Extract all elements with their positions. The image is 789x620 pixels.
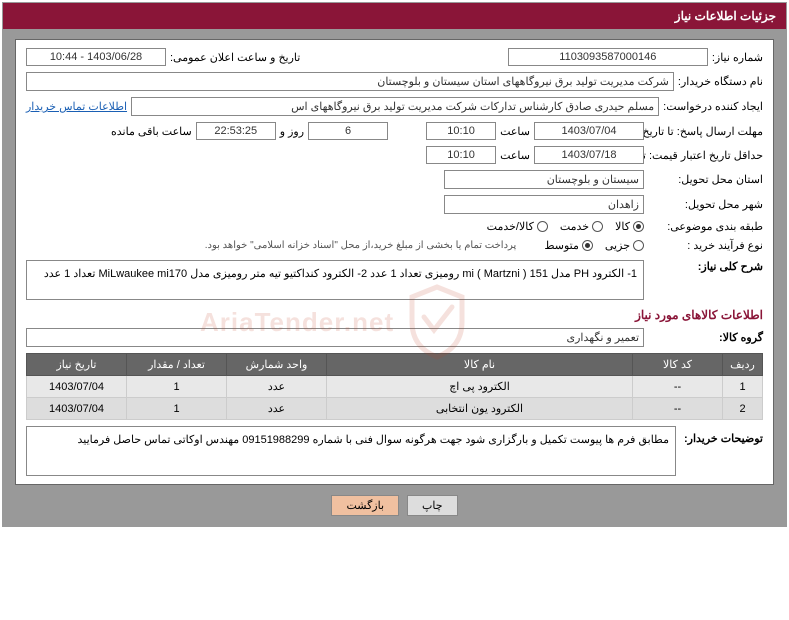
page-title: جزئیات اطلاعات نیاز [675,9,776,23]
table-cell: الکترود یون انتخابی [327,398,633,420]
table-cell: -- [633,398,723,420]
days-field: 6 [308,122,388,140]
print-button[interactable]: چاپ [407,495,458,516]
deadline-date-field: 1403/07/04 [534,122,644,140]
table-cell: 2 [723,398,763,420]
process-radio-group: جزیی متوسط [544,239,644,252]
details-panel: شماره نیاز: 1103093587000146 تاریخ و ساع… [15,39,774,485]
delivery-province-label: استان محل تحویل: [648,173,763,186]
main-area: شماره نیاز: 1103093587000146 تاریخ و ساع… [3,29,786,526]
col-qty: تعداد / مقدار [127,354,227,376]
title-bar: جزئیات اطلاعات نیاز [3,3,786,29]
table-cell: 1 [723,376,763,398]
remain-label: ساعت باقی مانده [111,125,192,138]
goods-group-label: گروه کالا: [648,331,763,344]
radio-icon [592,221,603,232]
buyer-org-field: شرکت مدیریت تولید برق نیروگاههای استان س… [26,72,674,91]
cat-service-radio[interactable]: خدمت [560,220,603,233]
proc-medium-radio[interactable]: متوسط [544,239,593,252]
button-row: چاپ بازگشت [15,495,774,516]
buyer-notes-box: مطابق فرم ها پیوست تکمیل و بارگزاری شود … [26,426,676,476]
payment-note: پرداخت تمام یا بخشی از مبلغ خرید،از محل … [205,240,517,251]
delivery-city-label: شهر محل تحویل: [648,198,763,211]
goods-group-field: تعمیر و نگهداری [26,328,644,347]
contact-link[interactable]: اطلاعات تماس خریدار [26,100,127,113]
col-date: تاریخ نیاز [27,354,127,376]
table-header-row: ردیف کد کالا نام کالا واحد شمارش تعداد /… [27,354,763,376]
delivery-city-field: زاهدان [444,195,644,214]
col-name: نام کالا [327,354,633,376]
creator-label: ایجاد کننده درخواست: [663,100,763,113]
main-desc-label: شرح کلی نیاز: [648,260,763,273]
time-label-1: ساعت [500,125,530,138]
col-row-no: ردیف [723,354,763,376]
table-cell: 1403/07/04 [27,376,127,398]
radio-icon [633,240,644,251]
deadline-send-label: مهلت ارسال پاسخ: تا تاریخ: [648,125,763,138]
time-label-2: ساعت [500,149,530,162]
goods-section-header: اطلاعات کالاهای مورد نیاز [26,308,763,322]
radio-icon [633,221,644,232]
creator-field: مسلم حیدری صادق کارشناس تدارکات شرکت مدی… [131,97,659,116]
category-radio-group: کالا خدمت کالا/خدمت [487,220,644,233]
col-code: کد کالا [633,354,723,376]
remain-time-field: 22:53:25 [196,122,276,140]
main-desc-box: 1- الکترود PH مدل 151 ( Martzni ) mi روم… [26,260,644,300]
back-button[interactable]: بازگشت [331,495,399,516]
announce-field: 1403/06/28 - 10:44 [26,48,166,66]
main-window: جزئیات اطلاعات نیاز شماره نیاز: 11030935… [2,2,787,527]
cat-goods-radio[interactable]: کالا [615,220,644,233]
deadline-time-field: 10:10 [426,122,496,140]
buyer-notes-label: توضیحات خریدار: [684,426,763,476]
min-validity-time-field: 10:10 [426,146,496,164]
radio-icon [582,240,593,251]
need-no-field: 1103093587000146 [508,48,708,66]
proc-partial-radio[interactable]: جزیی [605,239,644,252]
col-unit: واحد شمارش [227,354,327,376]
need-no-label: شماره نیاز: [712,51,763,64]
category-label: طبقه بندی موضوعی: [648,220,763,233]
table-cell: الکترود پی اچ [327,376,633,398]
days-and-label: روز و [280,125,304,138]
goods-table: ردیف کد کالا نام کالا واحد شمارش تعداد /… [26,353,763,420]
delivery-province-field: سیستان و بلوچستان [444,170,644,189]
announce-label: تاریخ و ساعت اعلان عمومی: [170,51,300,64]
table-cell: -- [633,376,723,398]
table-row: 1--الکترود پی اچعدد11403/07/04 [27,376,763,398]
min-validity-label: حداقل تاریخ اعتبار قیمت: تا تاریخ: [648,149,763,162]
table-cell: عدد [227,398,327,420]
table-cell: 1 [127,398,227,420]
table-cell: 1 [127,376,227,398]
table-cell: 1403/07/04 [27,398,127,420]
buyer-org-label: نام دستگاه خریدار: [678,75,763,88]
radio-icon [537,221,548,232]
cat-goods-service-radio[interactable]: کالا/خدمت [487,220,548,233]
table-cell: عدد [227,376,327,398]
process-type-label: نوع فرآیند خرید : [648,239,763,252]
table-row: 2--الکترود یون انتخابیعدد11403/07/04 [27,398,763,420]
min-validity-date-field: 1403/07/18 [534,146,644,164]
